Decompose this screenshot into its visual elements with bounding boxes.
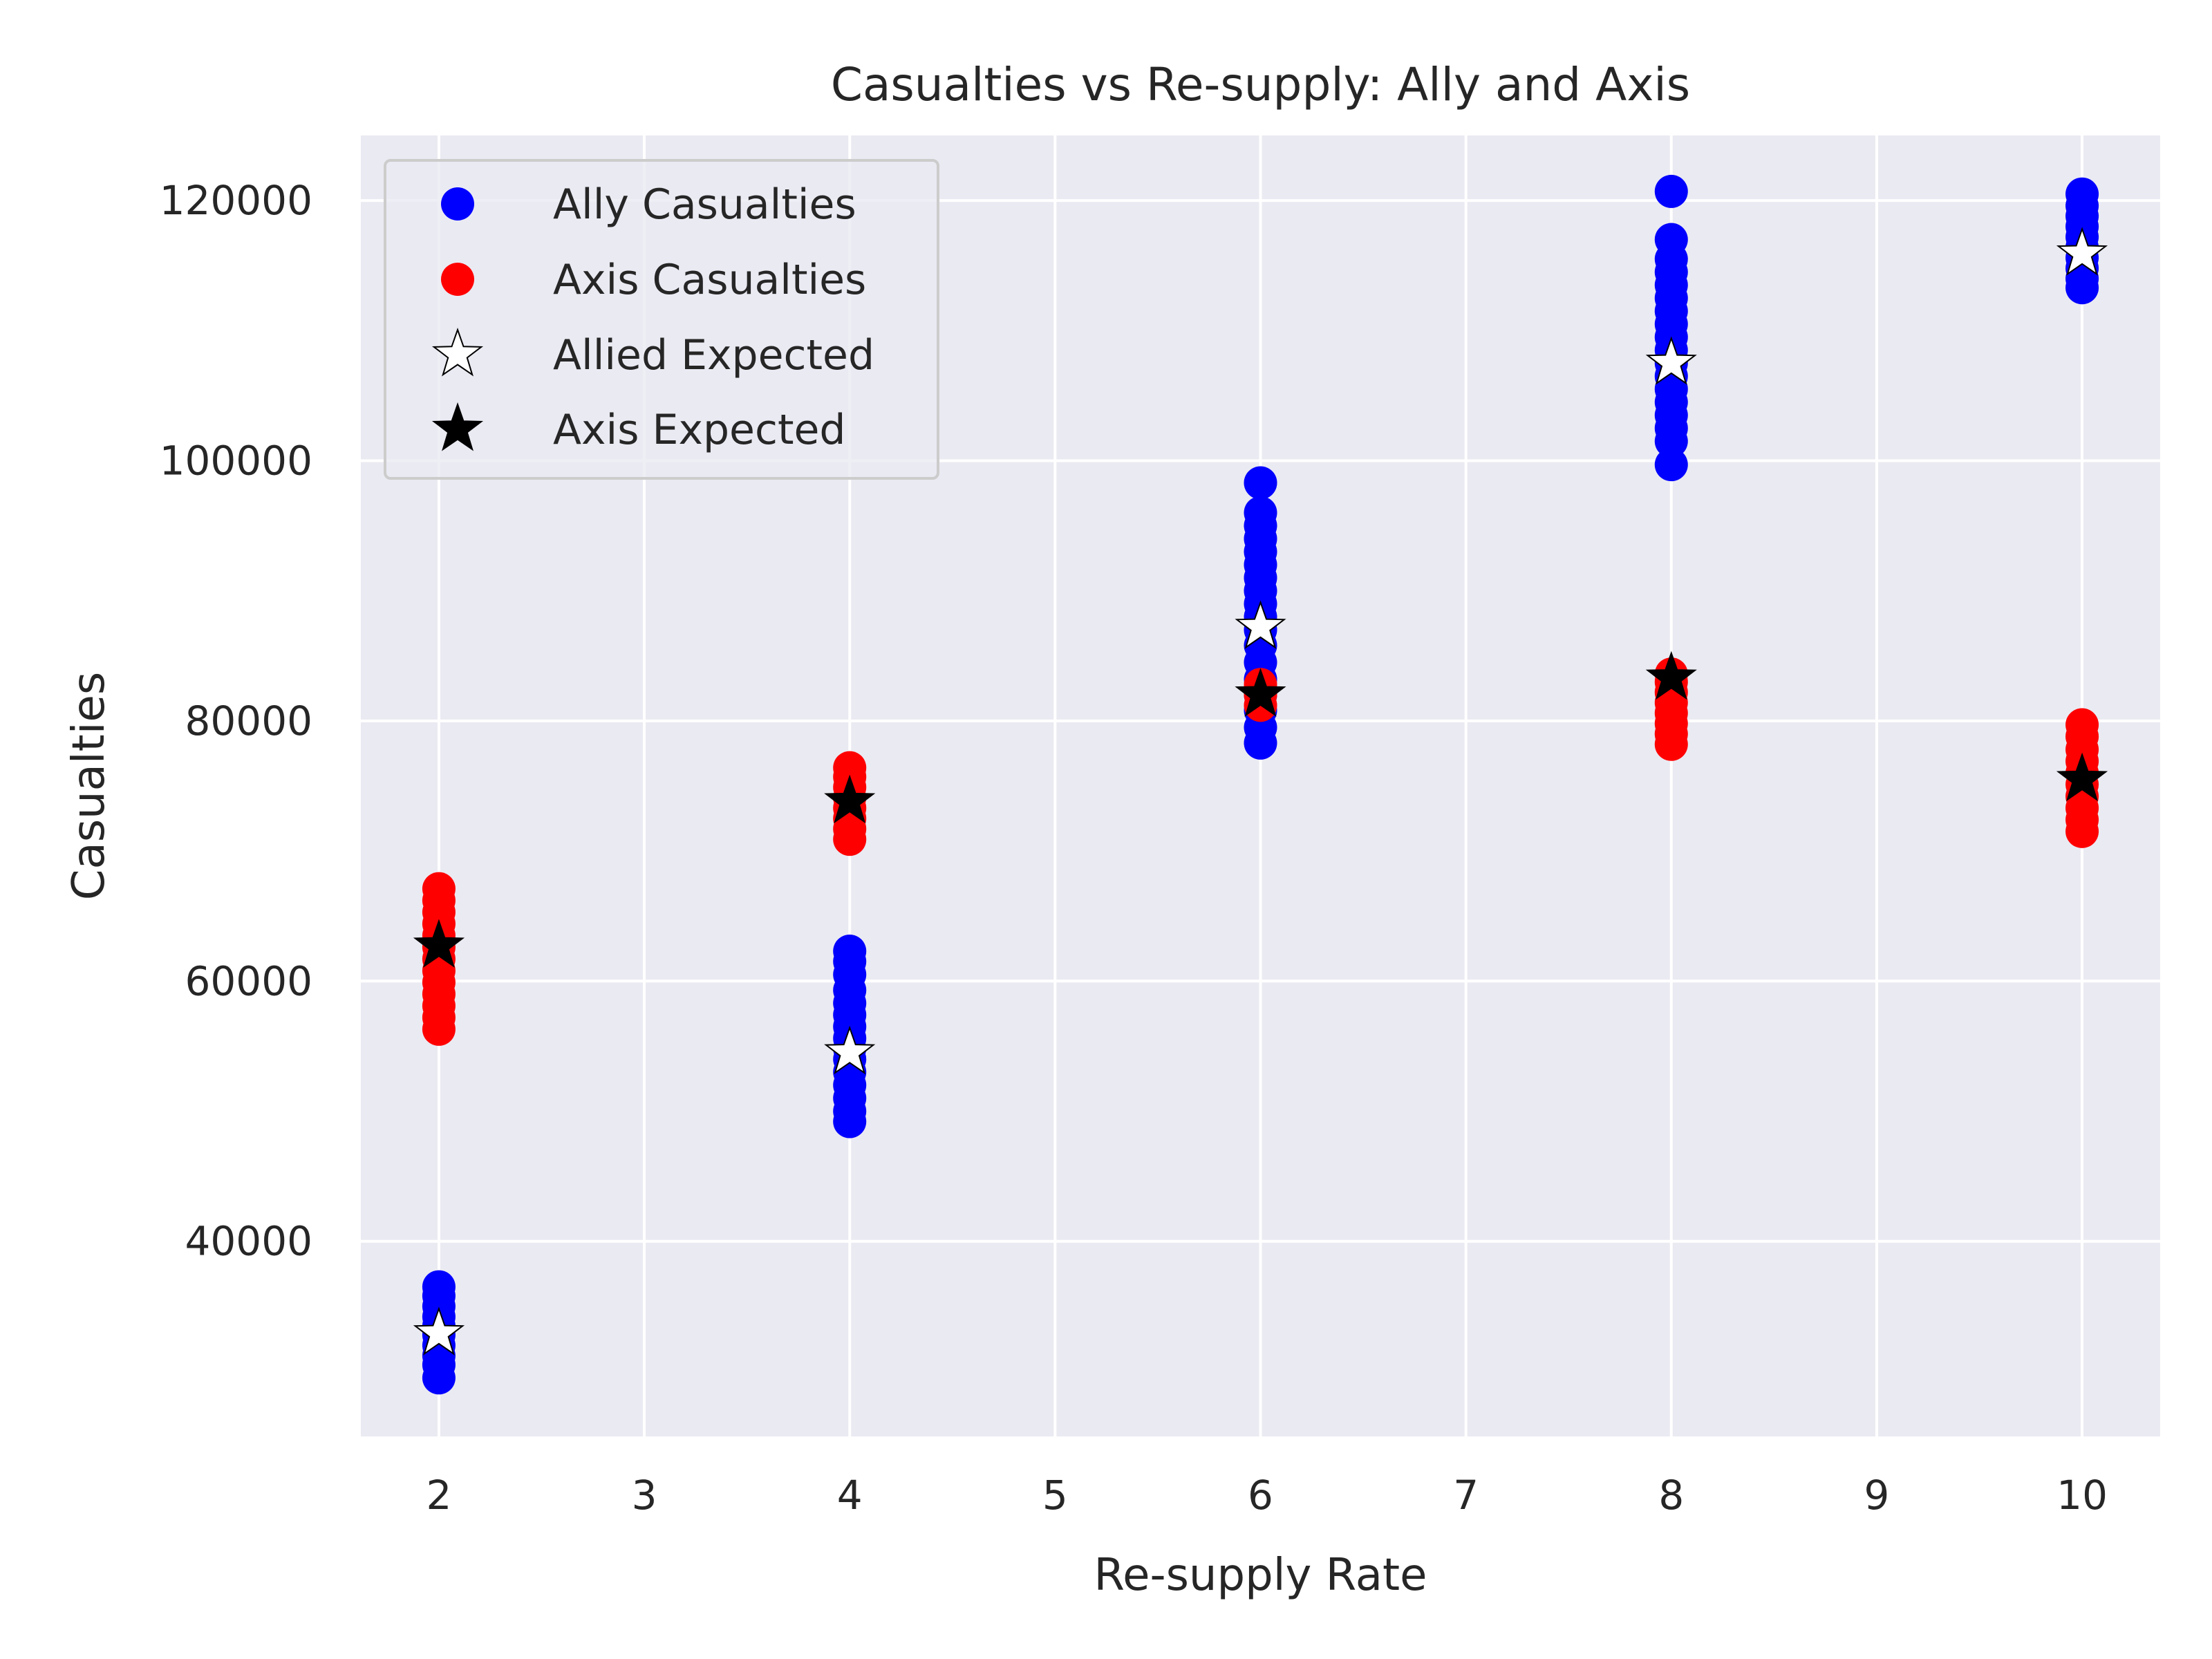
x-axis-label: Re-supply Rate [1094,1550,1427,1601]
chart-title: Casualties vs Re-supply: Ally and Axis [831,58,1690,111]
expected-star [1235,600,1286,649]
data-point [422,872,456,906]
legend-label-axis: Axis Casualties [553,256,866,304]
data-point [1654,174,1688,208]
legend-marker-shape [441,187,474,221]
data-point [1244,466,1277,500]
legend-marker-shape [431,402,484,451]
legend-label-ally: Ally Casualties [553,180,856,229]
y-tick-labels: 40000 60000 80000 100000 120000 [160,177,312,1265]
y-tick-label: 120000 [160,177,312,224]
legend-marker-shape [441,263,474,296]
expected-star [2056,752,2108,802]
data-point [1244,496,1277,529]
series-3 [413,650,2108,968]
data-point [2065,177,2099,211]
data-point [422,1270,456,1304]
legend: Ally Casualties Axis Casualties Allied E… [384,159,939,480]
expected-star [824,774,876,824]
legend-marker-ally [441,187,474,221]
data-point [1654,448,1688,482]
legend-frame [384,159,939,480]
y-tick-label: 100000 [160,438,312,485]
expected-star [413,919,465,968]
y-axis-label: Casualties [64,672,115,900]
expected-star [2056,227,2108,276]
legend-item-allied-expected: Allied Expected [431,327,874,379]
legend-marker-axis [441,263,474,296]
data-point [833,935,867,968]
data-point [833,751,867,785]
x-tick-label: 10 [2056,1472,2108,1519]
legend-label-allied-expected: Allied Expected [553,331,874,379]
x-tick-label: 5 [1042,1472,1068,1519]
legend-marker-allied-expected [431,327,484,377]
x-tick-label: 4 [837,1472,863,1519]
data-point [2065,708,2099,742]
data-points [413,174,2108,1395]
legend-marker-axis-expected [431,402,484,451]
x-tick-label: 7 [1453,1472,1479,1519]
legend-item-axis: Axis Casualties [441,256,866,304]
x-tick-label: 2 [426,1472,451,1519]
expected-star [1645,650,1697,700]
x-tick-label: 9 [1864,1472,1889,1519]
expected-star [1645,336,1697,385]
series-2 [413,227,2108,1356]
y-tick-label: 40000 [185,1218,312,1265]
x-tick-labels: 2 3 4 5 6 7 8 9 10 [426,1472,2108,1519]
legend-label-axis-expected: Axis Expected [553,406,846,454]
legend-marker-shape [431,327,484,377]
x-tick-label: 6 [1248,1472,1273,1519]
data-point [1654,223,1688,256]
expected-star [1235,668,1286,717]
y-tick-label: 80000 [185,697,312,744]
x-tick-label: 3 [632,1472,657,1519]
x-tick-label: 8 [1658,1472,1684,1519]
expected-star [824,1025,876,1075]
legend-item-ally: Ally Casualties [441,180,856,229]
y-tick-label: 60000 [185,957,312,1004]
expected-star [413,1306,465,1356]
legend-item-axis-expected: Axis Expected [431,402,846,454]
